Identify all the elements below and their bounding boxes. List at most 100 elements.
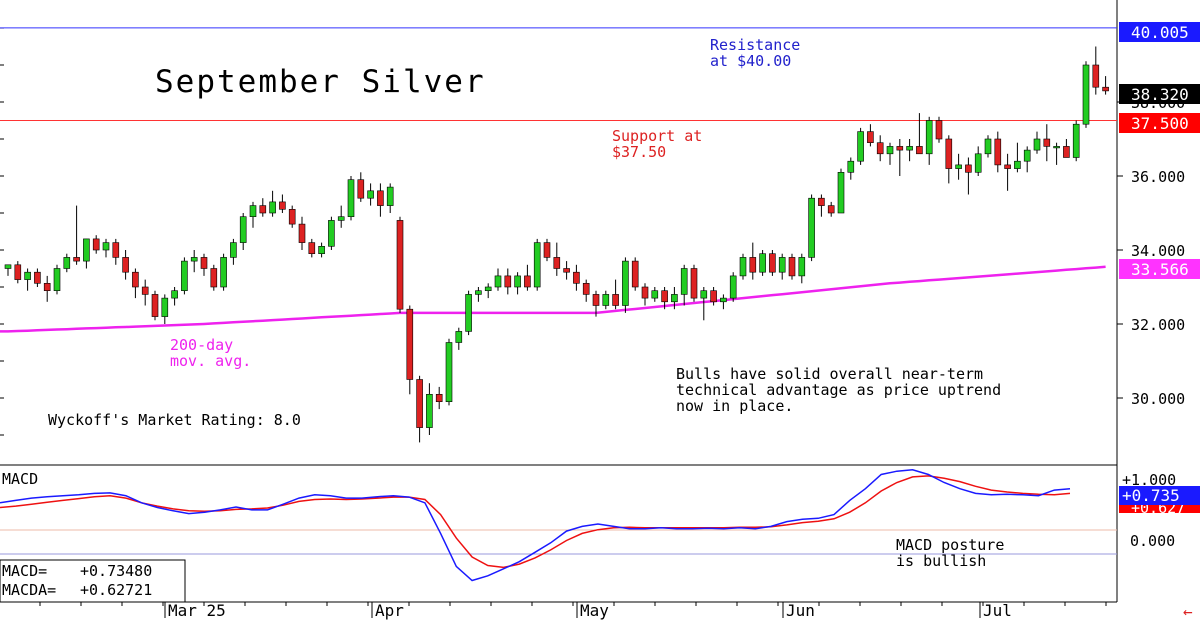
candle-body — [181, 260, 188, 292]
candle-body — [24, 271, 31, 280]
price-tick-label: 34.000 — [1131, 242, 1185, 260]
candle — [602, 290, 610, 310]
candle-body — [279, 201, 286, 210]
candle — [239, 213, 247, 250]
candle — [347, 176, 355, 221]
macd-tick-zero: 0.000 — [1130, 532, 1175, 550]
candle-body — [690, 268, 698, 299]
candle — [641, 283, 649, 306]
candle — [1014, 142, 1021, 173]
candle — [1082, 61, 1090, 128]
ma200-line — [0, 265, 1106, 333]
candle-body — [132, 271, 139, 288]
candle-body — [328, 220, 335, 247]
support-annotation-line-2: $37.50 — [612, 143, 666, 161]
candle-body — [994, 138, 1002, 166]
candle — [974, 146, 982, 176]
macd-readout-name-1: MACD= — [2, 562, 47, 580]
candle — [161, 294, 169, 324]
candle-body — [729, 275, 737, 299]
candle-body — [984, 138, 992, 155]
candle — [827, 201, 835, 217]
candle-body — [925, 120, 933, 155]
candle — [906, 139, 913, 162]
candle-body — [426, 393, 433, 428]
candle-body — [935, 120, 943, 140]
macd-tick-upper: +1.000 — [1122, 471, 1176, 489]
candle — [288, 205, 296, 228]
candle — [4, 264, 12, 276]
candle — [925, 116, 933, 165]
candle-body — [1063, 146, 1070, 158]
candle — [543, 238, 551, 262]
candle-body — [847, 160, 855, 173]
candle-body — [563, 268, 570, 273]
support-annotation-line-1: Support at — [612, 127, 702, 145]
candle-body — [602, 294, 610, 306]
candle — [690, 264, 698, 302]
price-tag-label: 37.500 — [1131, 114, 1189, 133]
candle — [298, 216, 306, 250]
candle — [435, 386, 443, 410]
candle-body — [827, 205, 835, 214]
candle — [533, 238, 541, 291]
candle — [935, 116, 943, 143]
candle-body — [631, 260, 639, 288]
candle — [710, 287, 717, 306]
candle-body — [1033, 138, 1041, 151]
macd-tags-layer: +0.627+0.735 — [1119, 486, 1200, 517]
candle-body — [592, 294, 600, 306]
candle — [808, 194, 815, 262]
candle-body — [14, 264, 22, 280]
candle — [308, 238, 316, 258]
candle — [759, 250, 766, 276]
candle-body — [867, 131, 874, 144]
candle-body — [1023, 149, 1031, 162]
candle — [818, 194, 825, 217]
candle-body — [386, 186, 394, 206]
candle-body — [102, 242, 110, 251]
ma-annotation-line-1: 200-day — [170, 336, 233, 354]
candle — [475, 287, 482, 302]
candle-body — [533, 242, 541, 288]
candle-body — [494, 275, 502, 288]
candle — [1023, 146, 1031, 173]
candle-body — [876, 142, 884, 155]
candle-body — [1082, 64, 1090, 125]
price-tag — [1119, 84, 1200, 104]
candle-body — [1102, 86, 1109, 92]
candle-body — [63, 257, 71, 269]
macd-panel-title: MACD — [2, 470, 38, 488]
candle-body — [553, 257, 561, 269]
candle — [916, 113, 923, 155]
candle-body — [151, 294, 159, 317]
macd-readout-value-2: +0.62721 — [80, 581, 152, 599]
candle — [367, 183, 374, 206]
candle — [867, 124, 874, 147]
candle — [680, 264, 688, 306]
scroll-left-arrow-icon[interactable]: ← — [1183, 602, 1193, 621]
candle — [720, 294, 727, 310]
candle-body — [622, 260, 629, 306]
price-tags-layer: 40.005 38.320 37.500 33.566 — [1119, 22, 1200, 279]
candle — [92, 235, 100, 254]
candle — [837, 168, 845, 214]
candle — [622, 257, 629, 313]
candle-body — [916, 146, 923, 155]
candle — [651, 287, 659, 302]
candle — [171, 287, 178, 306]
candle — [955, 153, 962, 180]
candle — [1063, 139, 1070, 158]
candle — [230, 238, 237, 265]
candle-body — [651, 290, 659, 299]
candle — [377, 183, 384, 217]
candle — [112, 238, 120, 265]
candle — [700, 287, 708, 321]
candle-body — [582, 282, 590, 295]
x-tick-label: Jun — [786, 601, 815, 620]
candle — [1033, 131, 1041, 154]
candle — [788, 253, 796, 280]
candle — [798, 253, 806, 284]
macd-value-tag — [1119, 486, 1200, 505]
